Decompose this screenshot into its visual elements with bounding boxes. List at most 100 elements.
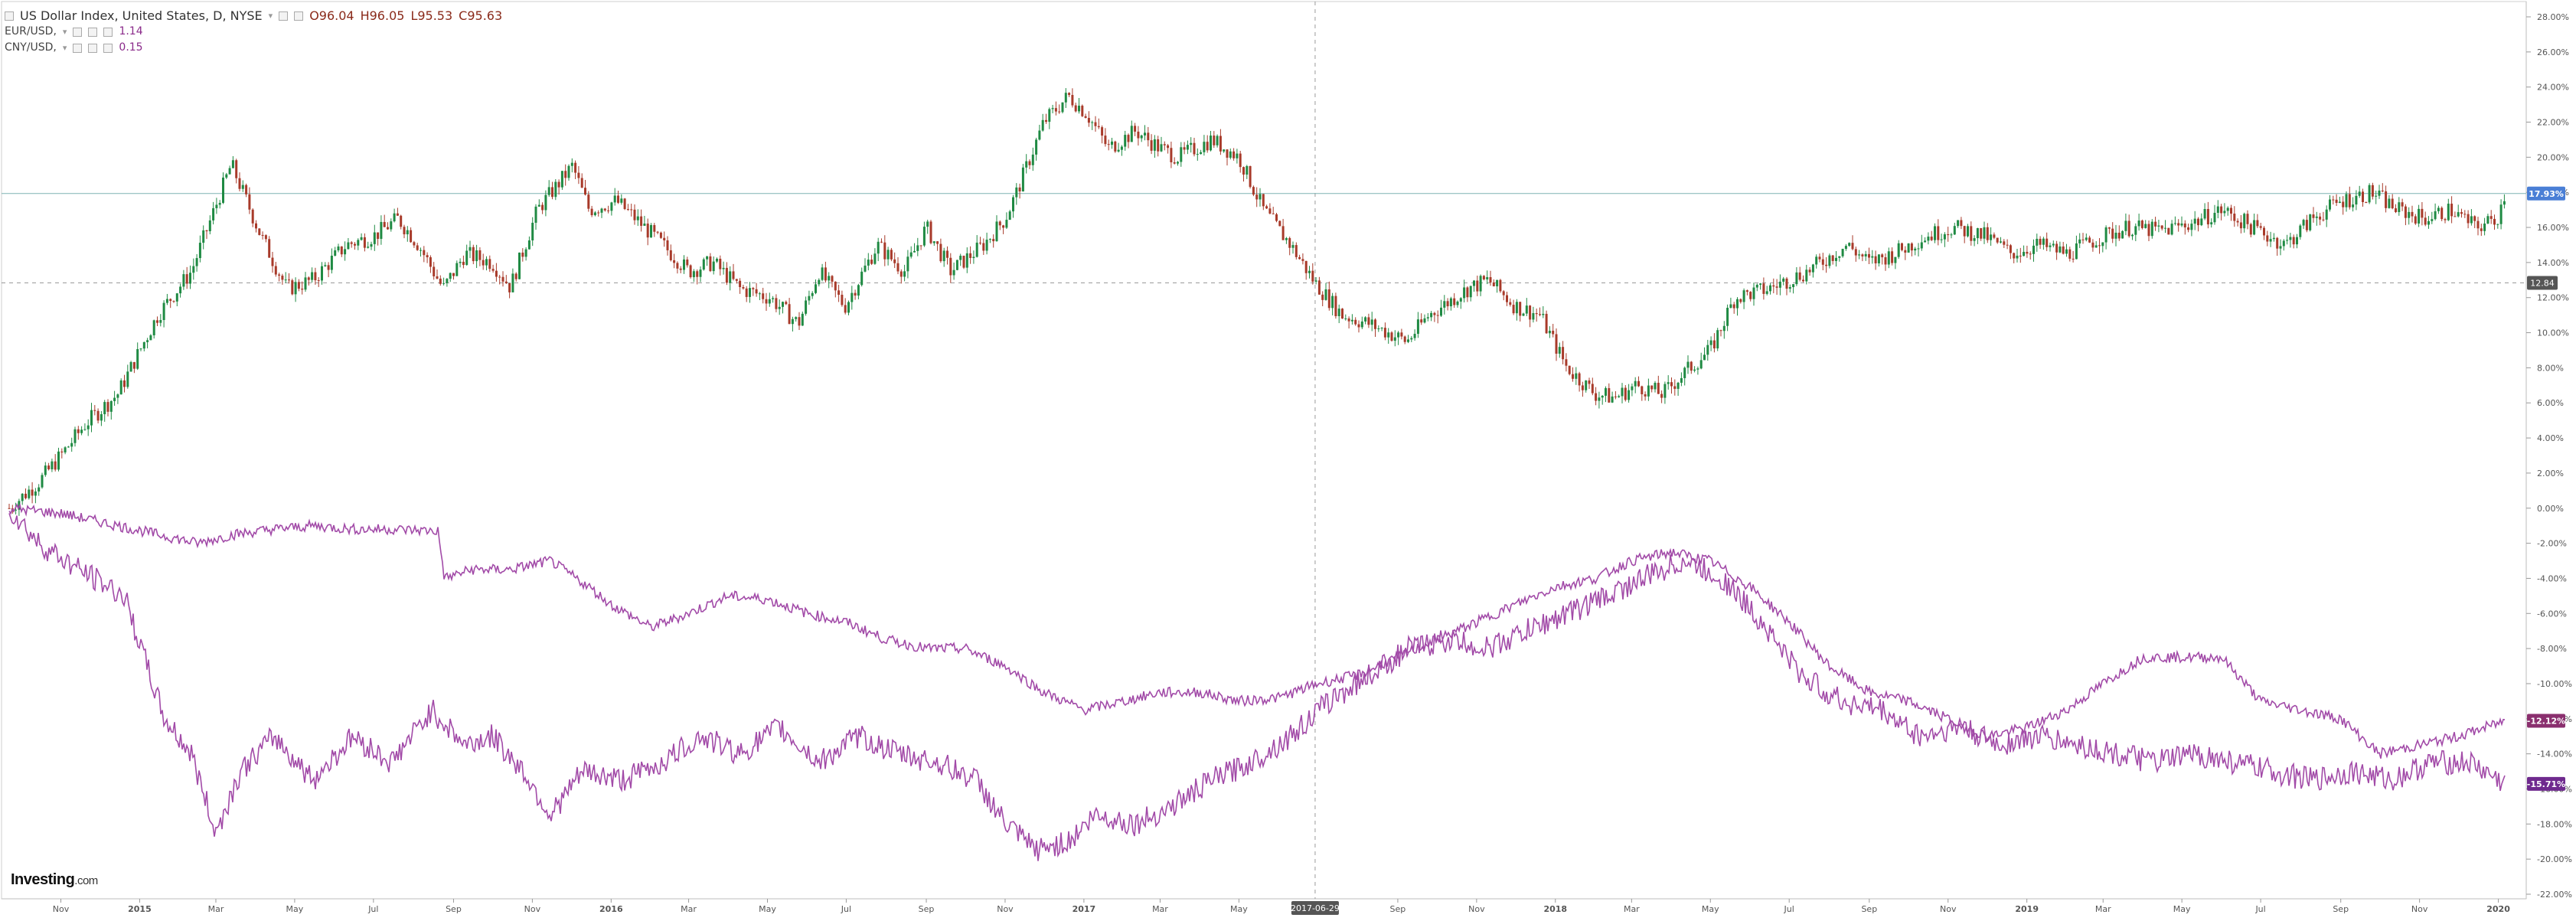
candle-body [455, 263, 459, 276]
candle-body [2213, 213, 2216, 223]
candle-body [403, 227, 406, 235]
candle-body [1236, 153, 1239, 158]
candle-body [2088, 237, 2091, 243]
candle-body [1002, 225, 1005, 228]
candle-body [1173, 162, 1176, 164]
candle-body [2365, 201, 2368, 203]
close-icon[interactable] [103, 43, 113, 53]
candle-body [363, 237, 366, 248]
candle-body [1673, 386, 1677, 389]
candle-body [883, 242, 886, 260]
candle-body [1693, 369, 1696, 371]
candle-body [1591, 384, 1594, 394]
chevron-down-icon[interactable]: ▾ [62, 43, 67, 53]
candle-body [446, 279, 449, 283]
candle-body [2486, 216, 2489, 224]
candle-body [67, 446, 70, 448]
candle-body [2101, 242, 2104, 247]
candle-body [2134, 226, 2137, 235]
candle-body [1393, 337, 1396, 341]
candle-body [2378, 190, 2381, 196]
candle-body [354, 243, 356, 246]
candle-body [666, 240, 669, 250]
candle-body [2279, 246, 2282, 249]
series-eur-usd[interactable] [8, 503, 2506, 759]
candle-body [261, 234, 264, 236]
candle-body [1190, 142, 1193, 145]
candle-body [2091, 242, 2094, 248]
candle-body [831, 276, 834, 282]
candle-body [1440, 307, 1442, 316]
candle-body [478, 250, 482, 260]
candle-body [2332, 199, 2335, 201]
candle-body [1035, 139, 1038, 155]
candle-body [251, 209, 254, 224]
candle-body [1321, 294, 1324, 300]
x-tick-label: Nov [997, 904, 1014, 914]
candle-body [643, 224, 646, 226]
candle-body [1390, 332, 1393, 341]
candle-body [452, 273, 455, 276]
candle-body [2193, 218, 2196, 224]
chart-legend: US Dollar Index, United States, D, NYSE … [5, 8, 502, 56]
candle-body [2045, 238, 2049, 247]
candle-body [590, 208, 593, 216]
candle-body [1374, 319, 1376, 329]
candle-body [1068, 93, 1071, 96]
candle-body [1426, 317, 1429, 318]
x-tick-label: 2020 [2486, 904, 2510, 914]
settings-icon[interactable] [88, 43, 98, 53]
candle-body [1101, 127, 1104, 136]
investing-logo[interactable]: Investing.com [11, 871, 98, 889]
y-tick-label: -14.00% [2537, 750, 2572, 759]
candle-body [1317, 280, 1321, 295]
x-tick-label: 2019 [2015, 904, 2039, 914]
candle-body [2065, 249, 2068, 254]
candle-body [995, 221, 998, 242]
candle-body [2411, 211, 2414, 217]
chevron-down-icon[interactable]: ▾ [268, 11, 273, 21]
candle-body [1953, 226, 1956, 235]
candle-body [577, 172, 580, 178]
cny-symbol-label[interactable]: CNY/USD, [5, 41, 57, 54]
last-value-badge-label: 17.93% [2529, 189, 2564, 199]
candle-body [1170, 148, 1173, 162]
candle-body [1081, 106, 1084, 116]
main-symbol-label[interactable]: US Dollar Index, United States, D, NYSE [20, 8, 263, 23]
cny-value: 0.15 [119, 41, 143, 54]
candle-body [1980, 228, 1983, 239]
candle-body [416, 245, 419, 250]
series-cny-usd[interactable] [8, 513, 2506, 861]
candle-body [347, 242, 350, 250]
eur-symbol-label[interactable]: EUR/USD, [5, 25, 57, 38]
candle-body [1213, 136, 1216, 145]
candle-body [886, 250, 890, 260]
candle-body [1229, 151, 1232, 158]
eye-icon[interactable] [73, 43, 83, 53]
candle-body [1416, 319, 1419, 335]
candle-body [818, 279, 821, 285]
candle-body [514, 273, 517, 279]
settings-icon[interactable] [279, 11, 289, 21]
close-icon[interactable] [294, 11, 304, 21]
y-tick-label: -18.00% [2537, 819, 2572, 829]
series-us-dollar-index[interactable] [8, 88, 2506, 516]
close-icon[interactable] [103, 27, 113, 37]
candle-body [1360, 321, 1363, 328]
candle-body [1634, 380, 1637, 387]
collapse-toggle-icon[interactable] [5, 11, 14, 21]
candle-body [400, 215, 403, 227]
eye-icon[interactable] [73, 27, 83, 37]
candle-body [202, 230, 205, 243]
candle-body [837, 290, 841, 296]
candle-body [1562, 347, 1565, 360]
settings-icon[interactable] [88, 27, 98, 37]
candle-body [630, 209, 633, 211]
chevron-down-icon[interactable]: ▾ [62, 27, 67, 37]
candle-body [423, 250, 426, 256]
candle-body [314, 272, 317, 281]
candle-body [2111, 228, 2114, 239]
candle-body [1249, 165, 1252, 188]
